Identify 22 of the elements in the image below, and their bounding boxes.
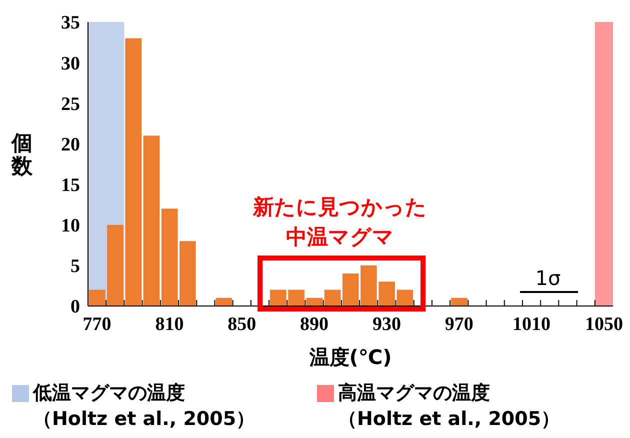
y-tick-label: 35 <box>61 12 80 34</box>
y-tick-label: 5 <box>70 256 80 278</box>
legend-label: 低温マグマの温度（Holtz et al., 2005） <box>33 381 256 432</box>
x-tick-label: 810 <box>155 314 184 335</box>
annotation: 1σ <box>535 266 562 290</box>
x-tick-label: 890 <box>300 314 329 335</box>
x-tick-label: 770 <box>82 314 112 335</box>
y-tick-label: 20 <box>61 134 80 156</box>
x-tick-label: 930 <box>372 314 401 335</box>
annotation: 新たに見つかった中温マグマ <box>252 194 428 251</box>
y-tick-label: 25 <box>61 94 80 115</box>
legend-label: 高温マグマの温度（Holtz et al., 2005） <box>338 381 560 432</box>
y-tick-label: 10 <box>61 216 80 237</box>
x-axis-title: 温度(℃) <box>308 345 392 369</box>
x-tick-label: 970 <box>444 314 474 335</box>
y-axis-title: 個数 <box>10 131 34 178</box>
y-tick-label: 30 <box>61 53 80 74</box>
x-tick-label: 1010 <box>512 314 551 335</box>
x-tick-label: 850 <box>228 314 256 335</box>
x-tick-label: 1050 <box>584 314 623 335</box>
y-tick-label: 15 <box>61 175 80 196</box>
y-tick-label: 0 <box>70 296 80 318</box>
